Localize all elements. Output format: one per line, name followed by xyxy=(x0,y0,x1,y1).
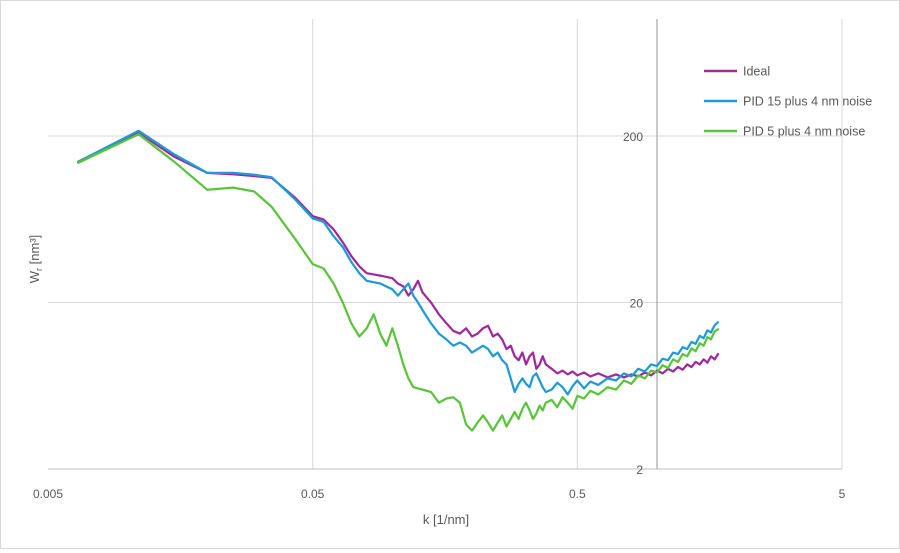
x-tick-label: 5 xyxy=(839,487,846,501)
gridlines xyxy=(48,19,843,469)
x-tick-label: 0.5 xyxy=(569,487,586,501)
axes xyxy=(48,19,842,470)
series-line xyxy=(77,133,720,432)
y-tick-label: 200 xyxy=(623,130,643,144)
legend-label: PID 15 plus 4 nm noise xyxy=(743,95,872,109)
legend-label: PID 5 plus 4 nm noise xyxy=(743,125,865,139)
x-tick-label: 0.05 xyxy=(301,487,325,501)
series-group xyxy=(77,129,720,432)
y-tick-label: 2 xyxy=(636,463,643,477)
x-axis-title: k [1/nm] xyxy=(423,512,469,527)
y-axis-title-unit: [nm³] xyxy=(27,235,42,268)
legend: Ideal PID 15 plus 4 nm noise PID 5 plus 4 … xyxy=(704,65,872,139)
series-line xyxy=(77,131,720,379)
y-axis-title-main: W xyxy=(27,270,42,283)
legend-label: Ideal xyxy=(743,65,770,79)
tick-labels: 0.005 0.05 0.5 5 2 20 200 xyxy=(33,130,846,501)
y-axis-title-sub: r xyxy=(34,268,44,271)
x-tick-label: 0.005 xyxy=(33,487,63,501)
y-tick-label: 20 xyxy=(630,297,644,311)
y-axis-title: Wr [nm³] xyxy=(27,235,44,284)
series-line xyxy=(77,129,720,396)
